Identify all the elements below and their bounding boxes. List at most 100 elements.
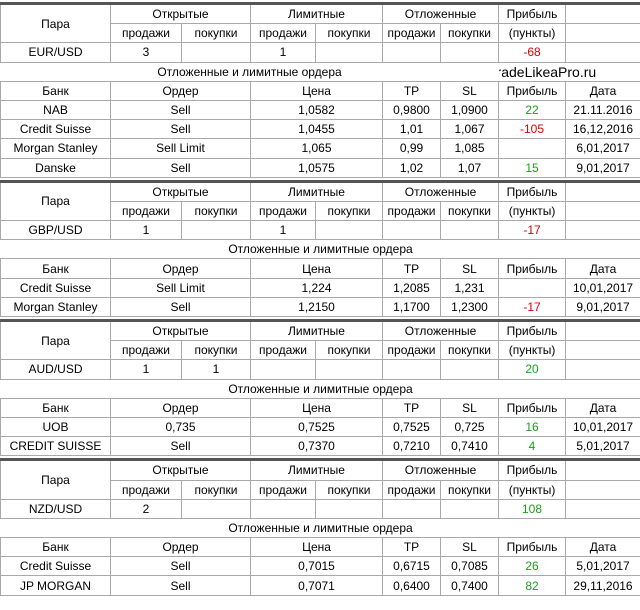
- column-header: Банк: [0, 258, 111, 279]
- order-cell: 0,6715: [382, 556, 442, 577]
- sub-header: продажи: [382, 479, 442, 500]
- order-row: Danske Sell 1,0575 1,02 1,07 15 9,01,2017: [0, 157, 640, 178]
- column-header: Цена: [249, 537, 384, 558]
- order-cell: 22: [498, 99, 567, 121]
- count: [250, 498, 316, 519]
- column-header: Цена: [249, 80, 384, 101]
- empty-cell: [565, 319, 640, 342]
- watermark: TradeLikeaPro.ru: [498, 61, 640, 82]
- empty-cell: [565, 459, 640, 481]
- count: [250, 359, 316, 380]
- pair-header: Пара: [0, 459, 111, 500]
- order-cell: 9,01,2017: [565, 296, 640, 318]
- order-cell: 1,065: [249, 138, 384, 159]
- empty-cell: [565, 42, 640, 63]
- order-cell: Morgan Stanley: [0, 138, 111, 159]
- profit-header: Прибыль: [498, 180, 567, 202]
- pair-header: Пара: [0, 180, 111, 222]
- empty-cell: [565, 180, 640, 202]
- sub-header: покупки: [440, 340, 500, 361]
- column-header: Дата: [565, 397, 640, 418]
- subheader-row: продажи покупки продажи покупки продажи покуп…: [1, 479, 640, 500]
- empty-cell: [565, 498, 640, 519]
- pair-header: Пара: [0, 319, 111, 361]
- order-cell: 1,02: [382, 157, 442, 178]
- title-row: Отложенные и лимитные ордера TradeLikeaPr…: [0, 61, 640, 82]
- profit-header: Прибыль: [498, 319, 567, 342]
- empty-cell: [565, 200, 640, 222]
- count: [314, 498, 384, 519]
- orders-header-row: Банк Ордер Цена TP SL Прибыль Дата: [0, 397, 640, 418]
- count: [440, 220, 500, 241]
- order-cell: 0,7071: [249, 575, 384, 596]
- subheader-row: продажи покупки продажи покупки продажи покуп…: [1, 340, 640, 361]
- open-header: Открытые: [110, 459, 251, 481]
- column-header: Банк: [0, 80, 111, 101]
- column-header: Ордер: [110, 258, 251, 279]
- column-header: Ордер: [110, 537, 251, 558]
- column-header: Дата: [565, 537, 640, 558]
- pending-header: Отложенные: [382, 319, 500, 342]
- orders-header-row: Банк Ордер Цена TP SL Прибыль Дата: [0, 80, 640, 101]
- order-cell: 0,735: [110, 416, 251, 438]
- count: [314, 220, 384, 241]
- open-header: Открытые: [110, 319, 251, 342]
- order-cell: 0,99: [382, 138, 442, 159]
- order-cell: 1,2300: [440, 296, 500, 318]
- count: [440, 359, 500, 380]
- count: [181, 42, 251, 63]
- count: 1: [181, 359, 251, 380]
- order-cell: 0,7525: [249, 416, 384, 438]
- orders-title: Отложенные и лимитные ордера: [0, 517, 640, 539]
- order-cell: 1,0900: [440, 99, 500, 121]
- column-header: SL: [440, 80, 500, 101]
- profit: -68: [498, 42, 567, 63]
- sub-header: покупки: [314, 479, 384, 500]
- order-cell: -17: [498, 296, 567, 318]
- orders-header-row: Банк Ордер Цена TP SL Прибыль Дата: [0, 537, 640, 558]
- pair: NZD/USD: [0, 498, 111, 519]
- order-row: Morgan Stanley Sell Limit 1,065 0,99 1,085 6,…: [0, 138, 640, 159]
- column-header: TP: [382, 258, 442, 279]
- pending-header: Отложенные: [382, 180, 500, 202]
- order-row: UOB 0,735 0,7525 0,7525 0,725 16 10,01,2017: [0, 416, 640, 438]
- limit-header: Лимитные: [249, 2, 384, 25]
- order-cell: Sell Limit: [110, 277, 251, 298]
- empty-cell: [565, 220, 640, 241]
- sub-header: покупки: [314, 340, 384, 361]
- order-cell: Sell: [110, 575, 251, 596]
- column-header: Ордер: [110, 397, 251, 418]
- order-cell: 0,7370: [249, 436, 384, 457]
- order-cell: 5,01,2017: [565, 436, 640, 457]
- order-cell: -105: [498, 119, 567, 140]
- sub-header: продажи: [382, 340, 442, 361]
- count: [382, 498, 442, 519]
- order-row: CREDIT SUISSE Sell 0,7370 0,7210 0,7410 4 5,01…: [0, 436, 640, 457]
- order-cell: 1,085: [440, 138, 500, 159]
- profit: 108: [498, 498, 567, 519]
- pair-row: GBP/USD 1 1 -17: [0, 220, 640, 241]
- pair: AUD/USD: [0, 359, 111, 380]
- order-cell: 1,0575: [249, 157, 384, 178]
- order-cell: 0,9800: [382, 99, 442, 121]
- sub-header: покупки: [181, 340, 251, 361]
- sub-header: продажи: [250, 340, 316, 361]
- order-cell: 1,231: [440, 277, 500, 298]
- order-cell: 1,0582: [249, 99, 384, 121]
- sub-header: покупки: [181, 200, 251, 222]
- order-cell: Sell: [110, 99, 251, 121]
- column-header: Цена: [249, 258, 384, 279]
- order-cell: 0,725: [440, 416, 500, 438]
- pending-header: Отложенные: [382, 459, 500, 481]
- header-row: Пара Открытые Лимитные Отложенные Прибыль: [0, 180, 640, 222]
- count: [382, 220, 442, 241]
- count: [382, 42, 442, 63]
- column-header: Дата: [565, 80, 640, 101]
- empty-cell: [565, 340, 640, 361]
- pair-row: NZD/USD 2 108: [0, 498, 640, 519]
- pair-block: Пара Открытые Лимитные Отложенные Прибыль про…: [0, 179, 640, 318]
- column-header: Прибыль: [498, 397, 567, 418]
- count: 2: [110, 498, 182, 519]
- order-cell: Credit Suisse: [0, 119, 111, 140]
